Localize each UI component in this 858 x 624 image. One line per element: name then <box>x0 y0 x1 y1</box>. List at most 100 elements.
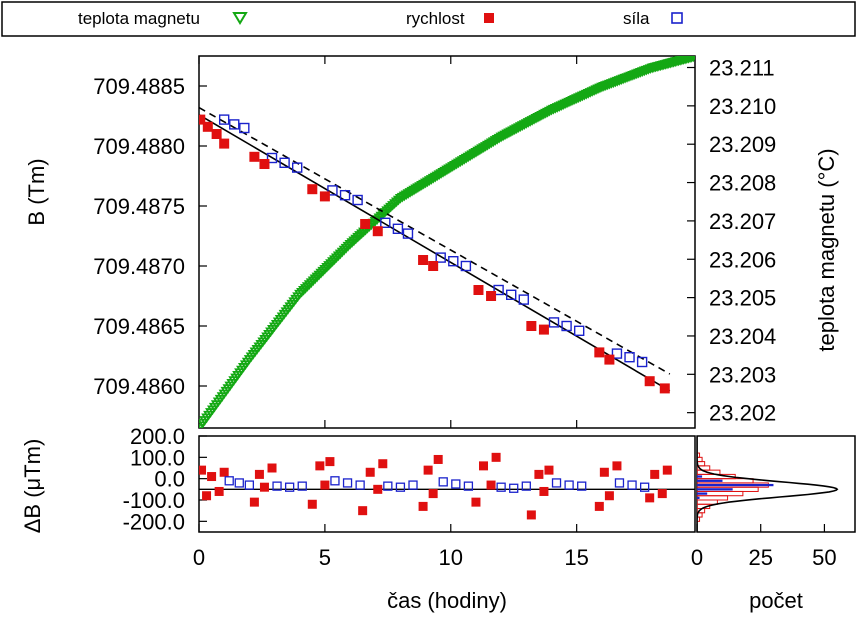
sila-point <box>448 256 459 267</box>
temperature-point <box>410 184 422 195</box>
legend-label-sila: síla <box>623 9 650 28</box>
temperature-point <box>425 175 437 185</box>
temperature-point <box>396 192 408 203</box>
main-ytick-label-left: 709.4880 <box>93 134 185 159</box>
temperature-point <box>435 169 447 179</box>
temperature-point <box>460 153 472 164</box>
residual-rychlost-point <box>544 465 554 475</box>
residual-xtick-label: 15 <box>564 545 588 570</box>
main-ytick-label-right: 23.206 <box>709 247 776 272</box>
residual-sila-point <box>383 481 393 491</box>
residual-rychlost-point <box>358 506 368 516</box>
rychlost-point <box>659 383 670 394</box>
temperature-point <box>394 193 406 204</box>
residual-rychlost-point <box>199 465 207 475</box>
sila-point <box>229 119 240 130</box>
temperature-point <box>427 173 439 184</box>
main-ytick-label-left: 709.4885 <box>93 74 185 99</box>
temperature-point <box>689 56 695 63</box>
temperature-point <box>431 171 443 182</box>
residual-sila-point <box>639 482 650 492</box>
main-ticks: 709.4860 709.4865 709.4870 709.4875 709.4880… <box>93 56 776 428</box>
main-ytick-label-left: 709.4865 <box>93 314 185 339</box>
temperature-point <box>516 121 528 131</box>
main-ytick-label-right: 23.204 <box>709 324 776 349</box>
residual-rychlost-point <box>594 501 604 511</box>
residual-ytick-label: 100.0 <box>130 445 185 470</box>
sila-point <box>573 325 585 336</box>
main-marks <box>199 56 695 428</box>
rychlost-point <box>372 226 383 237</box>
residual-sila-point <box>521 481 531 491</box>
legend-label-teplota: teplota magnetu <box>78 9 200 28</box>
residual-ylabel: ΔB (μTm) <box>20 439 45 534</box>
temperature-point <box>466 150 478 161</box>
main-ytick-label-left: 709.4860 <box>93 374 185 399</box>
temperature-point <box>454 157 467 168</box>
temperature-point <box>497 131 509 142</box>
temperature-point <box>482 140 494 151</box>
histogram-marks <box>697 436 839 532</box>
residual-rychlost-point <box>307 499 317 509</box>
residual-sila-point <box>551 478 562 488</box>
temperature-point <box>522 118 534 128</box>
sila-point <box>636 356 648 368</box>
sila-point <box>352 194 363 206</box>
residual-rychlost-point <box>471 497 481 507</box>
residual-rychlost-point <box>267 463 277 473</box>
residual-ytick-label: 0.0 <box>154 467 185 492</box>
histogram-bar-rychlost <box>697 495 729 501</box>
sila-point <box>279 157 290 169</box>
main-ytick-label-right: 23.205 <box>709 286 776 311</box>
temperature-point <box>406 186 418 197</box>
temperature-point <box>462 152 474 163</box>
legend: teplota magnetu rychlost síla <box>78 9 683 28</box>
residual-rychlost-point <box>378 459 388 469</box>
residual-rychlost-point <box>254 469 264 479</box>
temperature-point <box>493 133 505 144</box>
residual-sila-point <box>395 482 406 492</box>
residual-rychlost-point <box>249 497 259 507</box>
main-ylabel-right: teplota magnetu (°C) <box>814 148 839 351</box>
temperature-point <box>524 117 536 127</box>
sila-point <box>291 162 303 173</box>
temperature-point <box>418 179 430 190</box>
residual-sila-point <box>355 480 365 490</box>
temperature-point <box>443 164 455 175</box>
residual-rychlost-point <box>539 486 549 496</box>
temperature-point <box>416 181 428 191</box>
temperature-point <box>402 189 414 199</box>
rychlost-point <box>319 191 330 202</box>
residual-rychlost-point <box>373 484 383 494</box>
main-ytick-label-right: 23.203 <box>709 362 776 387</box>
residual-ytick-label: -200.0 <box>123 509 185 534</box>
residual-ytick-label: 200.0 <box>130 424 185 449</box>
temperature-point <box>530 114 542 124</box>
residual-rychlost-point <box>214 486 224 496</box>
temperature-point <box>485 138 497 149</box>
residual-sila-point <box>244 480 255 490</box>
temperature-point <box>687 56 695 63</box>
residual-sila-point <box>564 480 574 490</box>
residual-sila-point <box>272 481 282 491</box>
residual-rychlost-point <box>423 465 433 475</box>
residual-sila-point <box>284 482 295 492</box>
histogram-bar-sila <box>697 488 733 491</box>
main-ytick-label-left: 709.4875 <box>93 194 185 219</box>
temperature-point <box>526 116 538 126</box>
residual-sila-point <box>408 480 418 490</box>
sila-point <box>493 284 504 296</box>
temperature-point <box>518 120 530 130</box>
temperature-point <box>439 166 451 177</box>
temperature-point <box>421 177 434 188</box>
rychlost-point <box>360 219 371 229</box>
residual-rychlost-point <box>433 454 443 464</box>
rychlost-point <box>199 114 206 125</box>
main-plot-frame <box>198 55 696 429</box>
residual-sila-point <box>438 477 448 487</box>
histogram-bar-rychlost <box>697 452 701 458</box>
main-ytick-label-right: 23.207 <box>709 209 776 234</box>
residual-sila-point <box>463 481 474 491</box>
residual-sila-point <box>614 478 625 488</box>
rychlost-point <box>594 347 605 358</box>
